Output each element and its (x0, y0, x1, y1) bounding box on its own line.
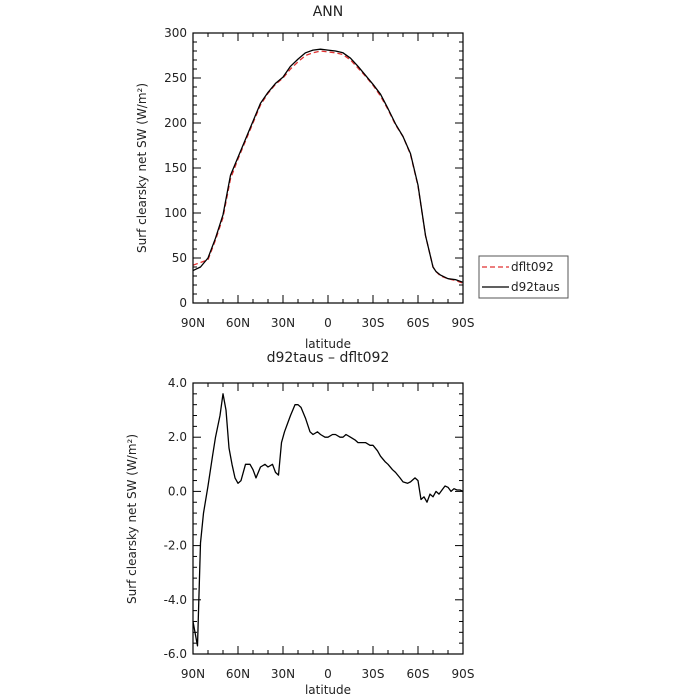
y-tick-label: 50 (172, 251, 187, 265)
x-tick-label: 0 (324, 667, 332, 681)
top-x-axis-label: latitude (305, 337, 351, 351)
bottom-panel: d92taus – dflt092 latitude Surf clearsky… (125, 350, 474, 697)
y-tick-label: -2.0 (164, 539, 187, 553)
y-tick-label: -6.0 (164, 647, 187, 661)
legend-label-d92taus: d92taus (511, 280, 560, 294)
legend-box (478, 255, 569, 299)
x-tick-label: 90S (452, 667, 475, 681)
plot-frame (192, 382, 464, 655)
x-tick-label: 30S (362, 667, 385, 681)
x-tick-label: 30N (271, 667, 295, 681)
series-line-d92taus (192, 48, 464, 283)
bottom-chart-title: d92taus – dflt092 (267, 350, 390, 366)
y-tick-label: 0 (179, 296, 187, 310)
top-chart-title: ANN (313, 4, 344, 20)
y-tick-label: 2.0 (168, 430, 187, 444)
legend-label-dflt092: dflt092 (511, 260, 554, 274)
y-tick-label: 100 (164, 206, 187, 220)
y-tick-label: 4.0 (168, 376, 187, 390)
y-tick-label: 0.0 (168, 484, 187, 498)
legend: dflt092 d92taus (478, 255, 569, 299)
x-tick-label: 30N (271, 316, 295, 330)
series-line-series-0 (192, 393, 464, 647)
x-tick-label: 90S (452, 316, 475, 330)
y-tick-label: -4.0 (164, 593, 187, 607)
plot-frame (192, 32, 464, 304)
y-tick-label: 250 (164, 71, 187, 85)
x-tick-label: 0 (324, 316, 332, 330)
x-tick-label: 90N (181, 667, 205, 681)
bottom-marks: 90N 60N 30N 0 30S 60S 90S -6.0 -4.0 -2.0 0.0 2.0 4.0 (164, 376, 475, 681)
y-tick-label: 150 (164, 161, 187, 175)
top-marks: 90N 60N 30N 0 30S 60S 90S 0 50 100 150 200 250 300 (164, 26, 474, 330)
top-panel: ANN latitude Surf clearsky net SW (W/m²)… (135, 4, 569, 351)
x-tick-label: 60S (407, 667, 430, 681)
top-y-axis-label: Surf clearsky net SW (W/m²) (135, 83, 149, 253)
bottom-x-axis-label: latitude (305, 683, 351, 697)
y-tick-label: 300 (164, 26, 187, 40)
bottom-y-axis-label: Surf clearsky net SW (W/m²) (125, 434, 139, 604)
x-tick-label: 60N (226, 667, 250, 681)
x-tick-label: 90N (181, 316, 205, 330)
y-tick-label: 200 (164, 116, 187, 130)
x-tick-label: 60S (407, 316, 430, 330)
x-tick-label: 60N (226, 316, 250, 330)
x-tick-label: 30S (362, 316, 385, 330)
